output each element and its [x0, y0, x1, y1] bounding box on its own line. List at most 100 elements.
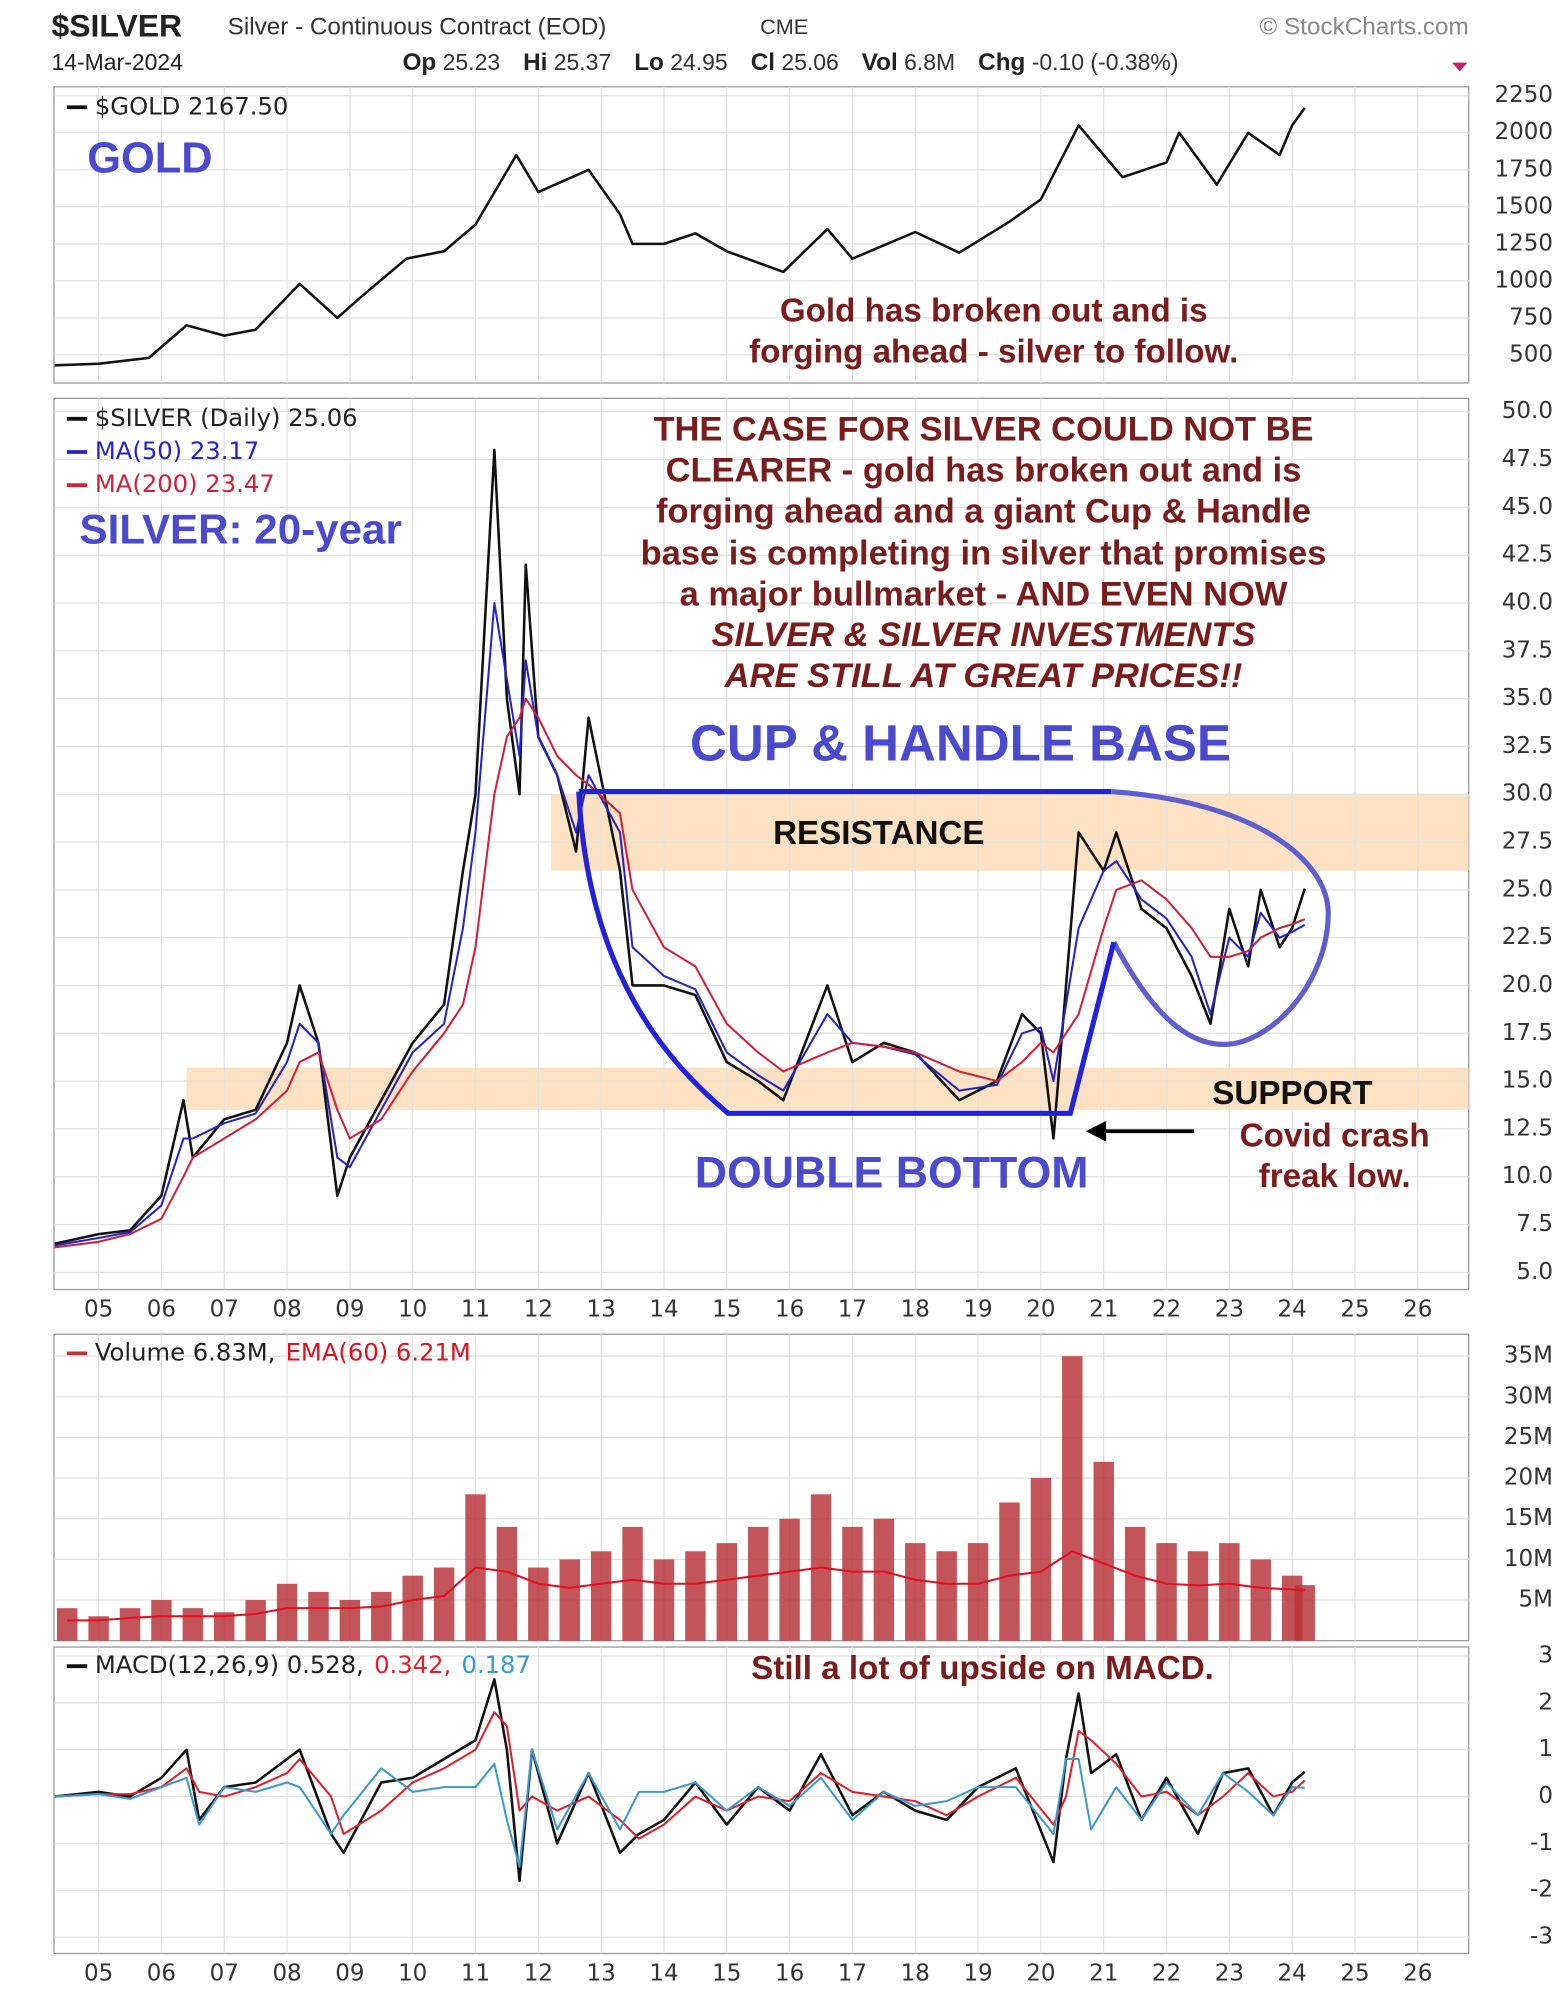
y-tick-label: 32.5 [1502, 733, 1553, 759]
x-tick-label: 17 [838, 1960, 867, 1986]
volume-bar [590, 1551, 612, 1641]
annotation: CUP & HANDLE BASE [690, 714, 1231, 771]
legend-label: MACD(12,26,9) 0.528, [95, 1650, 364, 1679]
x-tick-label: 05 [84, 1296, 113, 1322]
quote-value: 24.95 [670, 49, 727, 75]
y-tick-label: 1500 [1494, 193, 1552, 219]
y-tick-label: 17.5 [1502, 1020, 1553, 1046]
y-tick-label: 3 [1538, 1642, 1553, 1668]
symbol: $SILVER [51, 8, 182, 44]
x-tick-label: 21 [1089, 1960, 1118, 1986]
series-line [54, 1678, 1306, 1883]
legend-label: MA(50) 23.17 [95, 436, 259, 465]
volume-bar [936, 1551, 957, 1641]
volume-bar [653, 1559, 675, 1641]
volume-bar [559, 1559, 580, 1641]
y-tick-label: 27.5 [1502, 829, 1553, 855]
y-tick-label: 2250 [1494, 82, 1552, 108]
volume-bar [1250, 1559, 1271, 1641]
quote-value: 6.8M [904, 49, 955, 75]
x-tick-label: 10 [398, 1296, 427, 1322]
x-tick-label: 16 [775, 1960, 804, 1986]
x-tick-label: 19 [963, 1960, 992, 1986]
x-tick-label: 25 [1340, 1296, 1369, 1322]
series-line [54, 1711, 1306, 1840]
x-tick-label: 16 [775, 1296, 804, 1322]
volume-bar [842, 1526, 863, 1641]
x-tick-label: 15 [712, 1960, 741, 1986]
legend-label: EMA(60) 6.21M [286, 1337, 471, 1366]
x-tick-label: 20 [1026, 1960, 1055, 1986]
y-tick-label: 500 [1509, 341, 1553, 367]
annotation: ARE STILL AT GREAT PRICES!! [724, 657, 1243, 695]
legend-label: $SILVER (Daily) 25.06 [95, 403, 358, 432]
handle [1111, 789, 1331, 1047]
x-tick-label: 18 [901, 1960, 930, 1986]
y-tick-label: 750 [1509, 304, 1553, 330]
x-tick-label: 09 [335, 1960, 364, 1986]
x-tick-label: 18 [901, 1296, 930, 1322]
x-tick-label: 08 [272, 1960, 301, 1986]
y-tick-label: 2 [1538, 1689, 1553, 1715]
x-tick-label: 24 [1278, 1296, 1307, 1322]
series-line [67, 1550, 1305, 1622]
legend-label: 0.187 [461, 1650, 530, 1679]
source: © StockCharts.com [1259, 13, 1468, 40]
annotation: Covid crash [1240, 1117, 1430, 1154]
legend-label: 0.342, [374, 1650, 451, 1679]
y-tick-label: 1750 [1494, 156, 1552, 182]
x-tick-label: 10 [398, 1960, 427, 1986]
volume-bar [1294, 1585, 1315, 1641]
volume-bar [371, 1591, 392, 1641]
volume-bar [685, 1551, 706, 1641]
volume-bar [747, 1526, 769, 1641]
exchange: CME [760, 14, 808, 39]
y-tick-label: 22.5 [1502, 924, 1553, 950]
plot-area [53, 86, 1470, 384]
y-tick-label: 20M [1504, 1465, 1553, 1491]
x-tick-label: 08 [272, 1296, 301, 1322]
quote-label: Op [403, 49, 437, 76]
legend-label: $GOLD 2167.50 [95, 91, 288, 120]
y-tick-label: 1000 [1494, 267, 1552, 293]
volume-bar [276, 1583, 298, 1641]
x-tick-label: 26 [1403, 1296, 1432, 1322]
y-tick-label: -3 [1530, 1924, 1553, 1950]
volume-bar [214, 1612, 235, 1641]
x-tick-label: 12 [524, 1296, 553, 1322]
y-tick-label: 40.0 [1502, 589, 1553, 615]
x-tick-label: 22 [1152, 1296, 1181, 1322]
cup [576, 791, 1117, 1116]
quote-value: -0.10 (-0.38%) [1032, 49, 1179, 75]
x-tick-label: 05 [84, 1960, 113, 1986]
annotation: forging ahead - silver to follow. [749, 333, 1238, 370]
annotation: forging ahead and a giant Cup & Handle [656, 492, 1311, 530]
y-tick-label: 15M [1504, 1505, 1553, 1531]
y-tick-label: 45.0 [1502, 494, 1553, 520]
volume-bar [1062, 1356, 1083, 1641]
y-tick-label: 7.5 [1516, 1211, 1553, 1237]
y-tick-label: 50.0 [1502, 398, 1553, 424]
y-tick-label: 25.0 [1502, 876, 1553, 902]
volume-bar [56, 1608, 78, 1641]
annotation: SILVER & SILVER INVESTMENTS [712, 616, 1256, 654]
x-tick-label: 06 [147, 1960, 176, 1986]
plot-area [53, 1646, 1470, 1955]
instrument-name: Silver - Continuous Contract (EOD) [228, 13, 607, 40]
x-tick-label: 13 [587, 1296, 616, 1322]
x-tick-label: 14 [649, 1296, 678, 1322]
quote: Op 25.23 Hi 25.37 Lo 24.95 Cl 25.06 Vol 6.8M Chg -0… [403, 49, 1179, 76]
annotation: CLEARER - gold has broken out and is [666, 452, 1302, 490]
annotation: Still a lot of upside on MACD. [751, 1650, 1214, 1687]
annotation: GOLD [87, 134, 212, 182]
quote-label: Lo [634, 49, 664, 76]
volume-bar [1156, 1543, 1177, 1641]
band-label: SUPPORT [1212, 1075, 1372, 1112]
y-tick-label: 15.0 [1502, 1068, 1553, 1094]
annotation: SILVER: 20-year [80, 506, 402, 553]
series-line [54, 602, 1306, 1247]
y-tick-label: 1250 [1494, 230, 1552, 256]
volume-bar [496, 1526, 518, 1641]
